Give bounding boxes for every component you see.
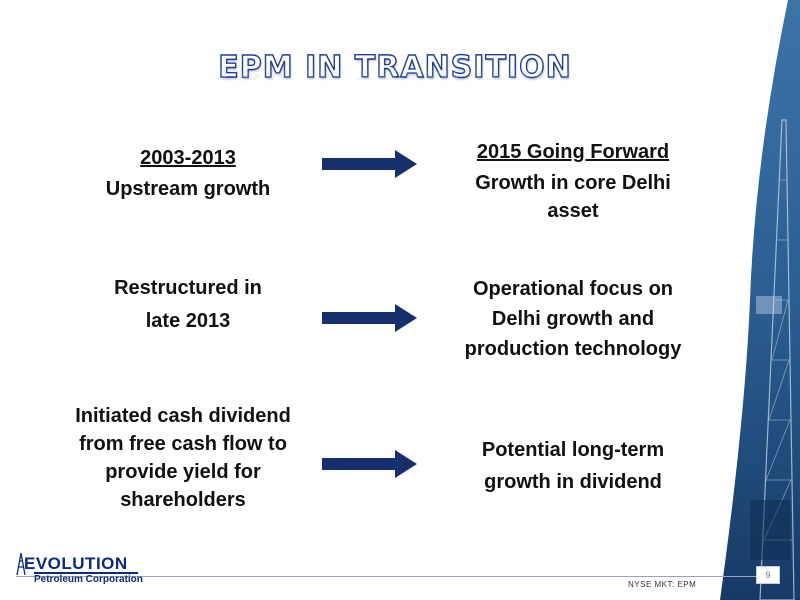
slide-title-reflection: EPM IN TRANSITION: [218, 66, 572, 82]
row2-right-line-3: production technology: [464, 338, 682, 360]
footer-divider: [16, 576, 756, 577]
logo-subtitle: Petroleum Corporation: [34, 574, 143, 585]
row1-right-line-1: Growth in core Delhi: [475, 172, 671, 194]
row3-left-line-1: Initiated cash dividend: [75, 405, 291, 427]
logo-wordmark: EVOLUTION: [24, 554, 128, 573]
row3-left-text: Initiated cash dividend from free cash f…: [52, 402, 314, 514]
right-arrow-icon: [322, 450, 417, 478]
row2-right-line-2: Delhi growth and: [491, 308, 655, 330]
row2-left-line-2: late 2013: [145, 310, 231, 332]
stock-ticker: NYSE MKT: EPM: [628, 580, 697, 589]
row3-left-line-3: provide yield for: [105, 461, 261, 483]
row1-right-text: 2015 Going Forward Growth in core Delhi …: [442, 138, 704, 225]
row1-left-text: 2003-2013 Upstream growth: [72, 144, 304, 203]
right-arrow-icon: [322, 150, 417, 178]
row2-left-text: Restructured in late 2013: [72, 272, 304, 338]
company-logo: EVOLUTION Petroleum Corporation: [16, 552, 146, 592]
row1-left-body: Upstream growth: [105, 178, 271, 200]
row3-right-text: Potential long-term growth in dividend: [442, 434, 704, 498]
derrick-icon: [16, 552, 26, 576]
row2-left-line-1: Restructured in: [114, 277, 262, 299]
page-number: 9: [756, 566, 780, 584]
row1-right-line-2: asset: [547, 200, 599, 222]
row3-right-line-2: growth in dividend: [484, 471, 662, 493]
logo-underline: [34, 572, 138, 574]
row3-right-line-1: Potential long-term: [481, 439, 665, 461]
row1-right-heading: 2015 Going Forward: [476, 141, 670, 163]
slide-title: EPM IN TRANSITION: [218, 49, 572, 85]
row1-left-heading: 2003-2013: [140, 147, 236, 169]
row2-right-line-1: Operational focus on: [472, 278, 674, 300]
row2-right-text: Operational focus on Delhi growth and pr…: [442, 274, 704, 364]
row3-left-line-2: from free cash flow to: [79, 433, 287, 455]
right-arrow-icon: [322, 304, 417, 332]
row3-left-line-4: shareholders: [120, 489, 246, 511]
oil-rig-image: [720, 0, 800, 600]
